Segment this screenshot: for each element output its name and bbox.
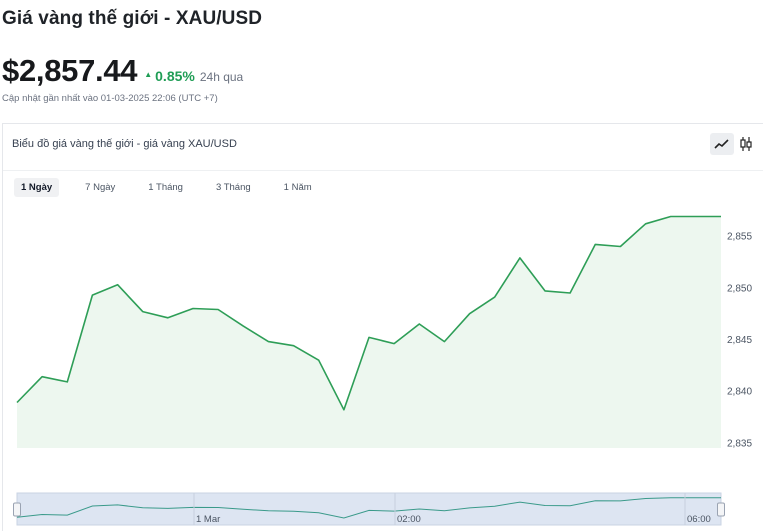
page-title: Giá vàng thế giới - XAU/USD — [2, 8, 263, 29]
navigator-label: 02:00 — [397, 514, 421, 525]
change-period: 24h qua — [199, 70, 244, 84]
line-chart-icon — [714, 139, 729, 149]
price-line — [16, 215, 721, 411]
navigator-right-handle[interactable] — [717, 502, 725, 517]
y-tick-label: 2,850 — [727, 283, 752, 294]
chart-title: Biểu đồ giá vàng thế giới - giá vàng XAU… — [12, 138, 237, 150]
tab-1-year[interactable]: 1 Năm — [283, 182, 312, 193]
card-divider — [3, 170, 763, 171]
y-tick-label: 2,835 — [727, 438, 752, 449]
tab-1-month[interactable]: 1 Tháng — [148, 182, 183, 193]
tab-1-day[interactable]: 1 Ngày — [14, 178, 60, 197]
y-tick-label: 2,840 — [727, 387, 752, 398]
price-area — [17, 216, 721, 448]
chart-type-toggle — [710, 133, 758, 155]
chart-card: Biểu đồ giá vàng thế giới - giá vàng XAU… — [2, 123, 763, 531]
candlestick-icon — [740, 137, 752, 151]
navigator-label: 06:00 — [687, 514, 711, 525]
range-tabs: 1 Ngày 7 Ngày 1 Tháng 3 Tháng 1 Năm — [14, 178, 338, 197]
navigator-line — [16, 497, 721, 519]
tab-3-months[interactable]: 3 Tháng — [215, 182, 251, 193]
change-percent: 0.85% — [155, 68, 195, 84]
navigator-window[interactable] — [16, 492, 722, 526]
navigator-label: 1 Mar — [196, 514, 220, 525]
tab-7-days[interactable]: 7 Ngày — [85, 182, 116, 193]
candlestick-button[interactable] — [734, 133, 758, 155]
current-price: $2,857.44 — [2, 53, 138, 88]
price-row: $2,857.44 ▲ 0.85% 24h qua — [2, 53, 243, 89]
y-tick-label: 2,855 — [727, 232, 752, 243]
last-updated: Cập nhật gần nhất vào 01-03-2025 22:06 (… — [2, 93, 218, 104]
up-arrow-icon: ▲ — [144, 70, 153, 79]
y-tick-label: 2,845 — [727, 335, 752, 346]
navigator-left-handle[interactable] — [13, 502, 21, 517]
line-chart-button[interactable] — [710, 133, 734, 155]
